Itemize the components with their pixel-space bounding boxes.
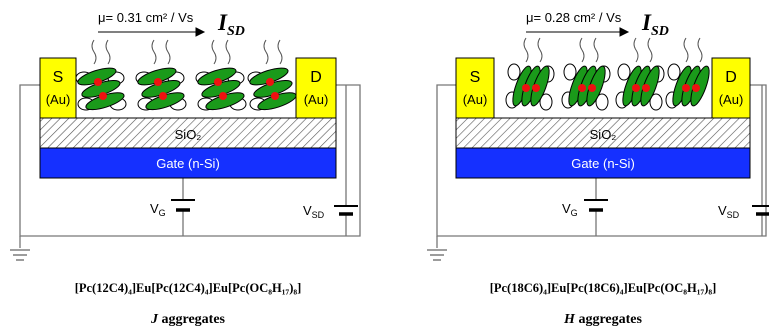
- vg-subscript: G: [571, 208, 578, 218]
- aggregate-letter: J: [150, 312, 159, 327]
- source-label: S: [470, 69, 481, 86]
- source-metal-label: (Au): [463, 92, 488, 107]
- molecule-aggregate: [505, 37, 710, 111]
- aggregate-letter: H: [563, 312, 576, 327]
- circuit-wires: [436, 84, 767, 248]
- vsd-label: V: [303, 203, 312, 218]
- vsd-label: V: [718, 203, 727, 218]
- vsd-subscript: SD: [312, 210, 325, 220]
- compound-formula: [Pc(12C4)₄]Eu[Pc(12C4)₄]Eu[Pc(OC₈H₁₇)₈]: [75, 281, 302, 295]
- current-arrow: [526, 27, 630, 37]
- current-subscript: SD: [651, 24, 669, 39]
- drain-electrode: [295, 57, 337, 119]
- current-label: I: [217, 10, 228, 35]
- svg-text:ISD: ISD: [217, 10, 245, 39]
- vsd-subscript: SD: [727, 210, 740, 220]
- gate-layer: [39, 147, 337, 179]
- oxide-label: SiO₂: [175, 127, 202, 142]
- source-electrode: [455, 57, 495, 119]
- svg-text:VG: VG: [150, 201, 166, 218]
- svg-text:VSD: VSD: [718, 203, 740, 220]
- oxide-label: SiO₂: [590, 127, 617, 142]
- mobility-label: μ= 0.28 cm² / Vs: [526, 10, 622, 25]
- aggregate-word: aggregates: [575, 312, 643, 327]
- gate-layer: [455, 147, 751, 179]
- molecule-aggregate: [75, 39, 297, 111]
- current-label: I: [641, 10, 652, 35]
- panel-j-aggregates: μ= 0.31 cm² / Vs ISD S (Au) D (Au) SiO₂ …: [10, 10, 361, 327]
- svg-text:VSD: VSD: [303, 203, 325, 220]
- svg-text:ISD: ISD: [641, 10, 669, 39]
- vg-subscript: G: [159, 208, 166, 218]
- source-electrode: [39, 57, 77, 119]
- drain-metal-label: (Au): [304, 92, 329, 107]
- drain-metal-label: (Au): [719, 92, 744, 107]
- drain-electrode: [711, 57, 751, 119]
- gate-label: Gate (n-Si): [571, 156, 635, 171]
- svg-text:H aggregates: H aggregates: [563, 312, 642, 327]
- ground-symbol: [427, 249, 447, 261]
- vg-battery-symbol: [584, 199, 608, 212]
- mobility-label: μ= 0.31 cm² / Vs: [98, 10, 194, 25]
- ground-symbol: [10, 249, 30, 261]
- current-arrow: [98, 27, 206, 37]
- drain-label: D: [310, 69, 322, 86]
- panel-h-aggregates: μ= 0.28 cm² / Vs ISD S (Au) D (Au) SiO₂ …: [427, 10, 769, 327]
- svg-text:VG: VG: [562, 201, 578, 218]
- current-subscript: SD: [227, 24, 245, 39]
- source-metal-label: (Au): [46, 92, 71, 107]
- vg-label: V: [562, 201, 571, 216]
- gate-label: Gate (n-Si): [156, 156, 220, 171]
- sio2-layer: [455, 117, 751, 149]
- aggregate-word: aggregates: [158, 312, 226, 327]
- compound-formula: [Pc(18C6)₄]Eu[Pc(18C6)₄]Eu[Pc(OC₈H₁₇)₈]: [490, 281, 717, 295]
- vsd-battery-symbol: [334, 205, 358, 216]
- vg-battery-symbol: [171, 199, 195, 212]
- circuit-wires: [19, 84, 361, 248]
- vsd-battery-symbol: [752, 205, 769, 216]
- sio2-layer: [39, 117, 337, 149]
- source-label: S: [53, 69, 64, 86]
- drain-label: D: [725, 69, 737, 86]
- svg-text:J aggregates: J aggregates: [150, 312, 226, 327]
- vg-label: V: [150, 201, 159, 216]
